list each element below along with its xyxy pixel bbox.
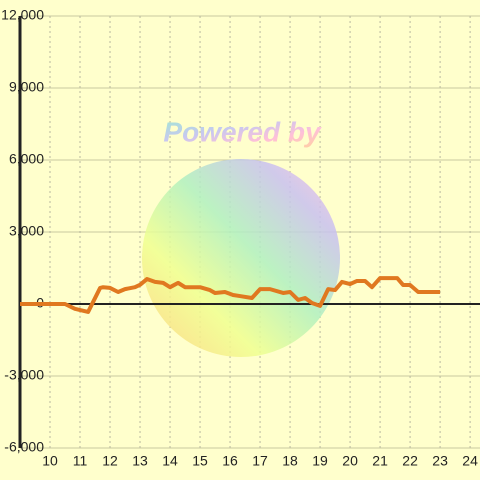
line [20, 276, 441, 314]
x-tick-label: 24 [462, 453, 478, 469]
x-tick-label: 18 [282, 453, 298, 469]
x-tick-label: 20 [342, 453, 358, 469]
watermark: Powered by [163, 116, 322, 147]
x-tick-label: 16 [222, 453, 238, 469]
y-tick-label: 6,000 [9, 151, 44, 167]
y-tick-label: 9,000 [9, 79, 44, 95]
x-tick-label: 19 [312, 453, 328, 469]
x-tick-label: 14 [162, 453, 178, 469]
y-tick-label: -3,000 [4, 367, 44, 383]
x-tick-label: 17 [252, 453, 268, 469]
x-tick-label: 23 [432, 453, 448, 469]
x-tick-label: 12 [102, 453, 118, 469]
y-tick-label: 12,000 [1, 7, 44, 23]
x-tick-label: 13 [132, 453, 148, 469]
y-tick-label: 3,000 [9, 223, 44, 239]
x-tick-label: 15 [192, 453, 208, 469]
x-tick-label: 21 [372, 453, 388, 469]
x-tick-label: 22 [402, 453, 418, 469]
x-tick-label: 11 [73, 453, 88, 469]
x-tick-label: 10 [42, 453, 58, 469]
y-tick-label: -6,000 [4, 439, 44, 455]
watermark-logo [142, 159, 340, 357]
